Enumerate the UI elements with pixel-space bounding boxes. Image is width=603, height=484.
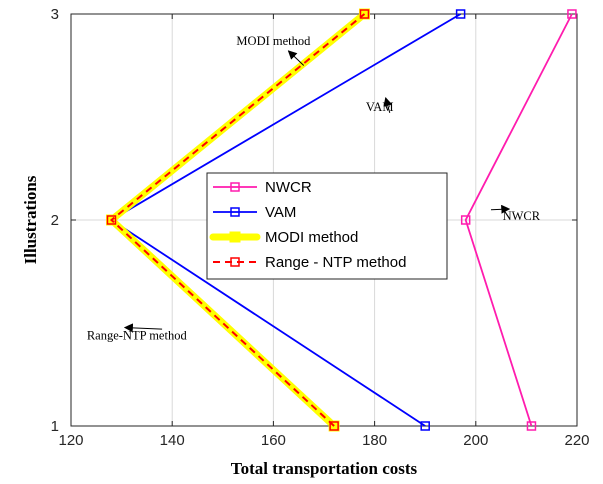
data-point-range-ntp-method	[106, 215, 117, 225]
x-tick-label: 200	[463, 432, 488, 449]
legend-label-vam: VAM	[265, 204, 296, 221]
x-tick-label: 220	[564, 432, 589, 449]
series-line-range-ntp-method	[109, 13, 366, 427]
series-layer	[105, 8, 577, 432]
legend-label-range-ntp-method: Range - NTP method	[265, 254, 406, 271]
annotation-label: NWCR	[503, 209, 541, 223]
annotation-arrow	[123, 323, 163, 333]
legend-item-modi-method: MODI method	[209, 229, 358, 246]
annotation-arrow	[287, 50, 305, 66]
legend: NWCR VAM MODI method Range - NTP method	[206, 172, 448, 280]
y-axis-title: Illustrations	[21, 175, 40, 264]
legend-marker-vam	[230, 207, 240, 217]
legend-marker-range-ntp-method	[230, 257, 240, 267]
data-point-range-ntp-method	[359, 9, 370, 19]
data-point-vam	[420, 421, 430, 431]
data-point-vam	[455, 9, 466, 19]
data-point-nwcr	[460, 215, 471, 225]
legend-item-vam: VAM	[213, 204, 296, 221]
x-tick-label: 120	[58, 432, 83, 449]
x-tick-label: 160	[261, 432, 286, 449]
data-point-nwcr	[526, 421, 537, 431]
y-tick-label: 3	[51, 6, 59, 23]
x-axis-title: Total transportation costs	[231, 459, 418, 478]
data-point-nwcr	[567, 9, 577, 19]
x-tick-label: 140	[160, 432, 185, 449]
series-nwcr	[460, 9, 577, 431]
legend-marker-nwcr	[230, 182, 240, 192]
legend-item-range-ntp-method: Range - NTP method	[213, 254, 406, 271]
legend-box	[206, 172, 448, 280]
ticks	[70, 13, 578, 427]
legend-item-nwcr: NWCR	[213, 179, 312, 196]
annotation-label: Range-NTP method	[87, 328, 188, 342]
data-point-range-ntp-method	[329, 421, 339, 431]
series-range-ntp-method	[106, 9, 370, 431]
annotation-label: MODI method	[236, 34, 311, 48]
legend-marker-modi-method	[229, 231, 241, 243]
annotations: MODI method VAM NWCR Range-NTP method	[87, 34, 541, 343]
legend-label-modi-method: MODI method	[265, 229, 358, 246]
x-tick-label: 180	[362, 432, 387, 449]
legend-label-nwcr: NWCR	[265, 179, 312, 196]
y-tick-label: 1	[51, 418, 59, 435]
y-tick-label: 2	[51, 212, 59, 229]
annotation-arrow	[490, 204, 511, 214]
series-line-nwcr	[464, 13, 573, 427]
annotation-arrow	[383, 96, 393, 114]
tick-labels: 120 140 160 180 200 220 1 2 3	[51, 6, 590, 449]
